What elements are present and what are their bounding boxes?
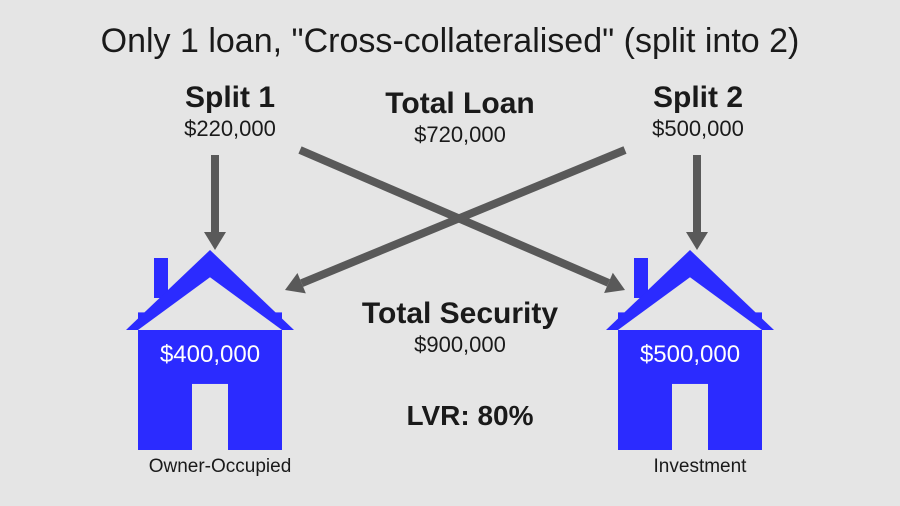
svg-text:$500,000: $500,000 [640, 341, 740, 368]
house-right: $500,000 [590, 250, 790, 450]
split2-amount: $500,000 [608, 116, 788, 142]
split2-label: Split 2 $500,000 [608, 82, 788, 142]
split1-label: Split 1 $220,000 [140, 82, 320, 142]
total-loan-label: Total Loan $720,000 [360, 88, 560, 148]
total-security-label: Total Security $900,000 [335, 298, 585, 358]
split1-amount: $220,000 [140, 116, 320, 142]
svg-text:$400,000: $400,000 [160, 341, 260, 368]
diagram-canvas: Only 1 loan, "Cross-collateralised" (spl… [0, 0, 900, 506]
total-loan-title: Total Loan [360, 88, 560, 120]
total-security-title: Total Security [335, 298, 585, 330]
house-right-caption: Investment [610, 456, 790, 478]
total-loan-amount: $720,000 [360, 122, 560, 148]
total-security-amount: $900,000 [335, 332, 585, 358]
lvr-label: LVR: 80% [390, 400, 550, 432]
house-left: $400,000 [110, 250, 310, 450]
split1-title: Split 1 [140, 82, 320, 114]
diagram-title: Only 1 loan, "Cross-collateralised" (spl… [0, 22, 900, 61]
house-left-caption: Owner-Occupied [130, 456, 310, 478]
split2-title: Split 2 [608, 82, 788, 114]
